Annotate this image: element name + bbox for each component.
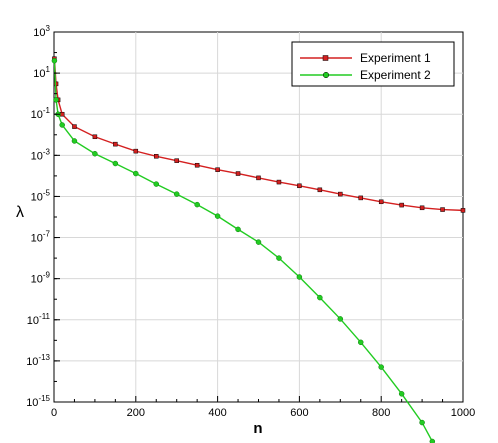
y-tick-label: 10-5 — [31, 188, 51, 203]
legend-item-experiment-1: Experiment 1 — [300, 51, 431, 65]
data-point — [296, 274, 303, 280]
data-point — [133, 170, 139, 177]
data-point — [256, 175, 261, 181]
data-point — [440, 207, 445, 212]
legend-box — [291, 41, 455, 87]
data-point — [92, 150, 98, 157]
x-tick-label: 200 — [127, 407, 145, 419]
legend: Experiment 1 Experiment 2 — [291, 41, 455, 87]
y-tick-label: 10-15 — [26, 394, 50, 409]
y-axis-title: λ — [16, 204, 24, 221]
data-point — [276, 179, 282, 185]
legend-label-experiment-1: Experiment 1 — [360, 51, 431, 65]
axes — [53, 31, 464, 403]
y-tick-label: 101 — [33, 65, 50, 80]
data-point — [235, 171, 241, 176]
y-tick-label: 10-7 — [31, 230, 51, 245]
data-point — [215, 167, 220, 172]
data-point — [358, 339, 364, 346]
y-tick-label: 10-11 — [27, 312, 51, 327]
data-point — [378, 364, 384, 370]
data-point — [398, 391, 405, 397]
data-point — [214, 213, 221, 219]
data-point — [358, 195, 363, 201]
data-point — [338, 191, 343, 197]
data-point — [297, 183, 302, 189]
data-point — [317, 294, 323, 301]
legend-item-experiment-2: Experiment 2 — [300, 68, 431, 82]
data-point — [59, 122, 65, 128]
series-layer — [51, 56, 466, 443]
x-tick-label: 600 — [290, 407, 308, 419]
data-point — [337, 316, 344, 322]
data-point — [317, 187, 323, 193]
data-point — [92, 134, 98, 140]
data-point — [174, 158, 179, 163]
data-point — [51, 57, 58, 64]
data-point — [194, 201, 200, 208]
data-point — [112, 160, 119, 167]
y-tick-label: 10-13 — [26, 353, 50, 368]
y-tick-label: 10-3 — [31, 147, 51, 162]
data-point — [71, 138, 78, 144]
data-point — [113, 141, 118, 147]
x-tick-label: 0 — [51, 407, 57, 419]
data-point — [235, 226, 241, 233]
plot-frame — [53, 31, 464, 403]
x-tick-label: 1000 — [451, 407, 475, 419]
x-tick-label: 800 — [372, 407, 390, 419]
data-point — [276, 255, 282, 261]
y-tick-label: 103 — [33, 24, 50, 39]
data-point — [399, 202, 404, 208]
legend-label-experiment-2: Experiment 2 — [360, 68, 431, 82]
series-line — [53, 60, 434, 443]
x-axis-title: n — [253, 420, 262, 437]
data-point — [133, 148, 139, 154]
data-point — [460, 208, 466, 213]
x-tick-label: 400 — [208, 407, 226, 419]
data-point — [255, 239, 262, 245]
data-point — [153, 181, 159, 187]
data-point — [378, 199, 384, 205]
data-point — [429, 438, 436, 443]
data-point — [53, 97, 59, 103]
legend-marker-experiment-2 — [322, 71, 330, 79]
tick-labels: 0 200 400 600 800 1000 103 101 10-1 10-3 10-5 10-7 1… — [26, 24, 475, 419]
y-tick-label: 10-1 — [31, 106, 51, 121]
data-point — [419, 205, 425, 211]
data-point — [154, 154, 159, 159]
legend-marker-experiment-1 — [322, 55, 329, 61]
data-point — [194, 162, 200, 168]
data-point — [72, 124, 77, 129]
y-tick-label: 10-9 — [31, 271, 51, 286]
grid-lines — [54, 32, 463, 402]
data-point — [173, 191, 180, 197]
data-point — [419, 419, 425, 426]
